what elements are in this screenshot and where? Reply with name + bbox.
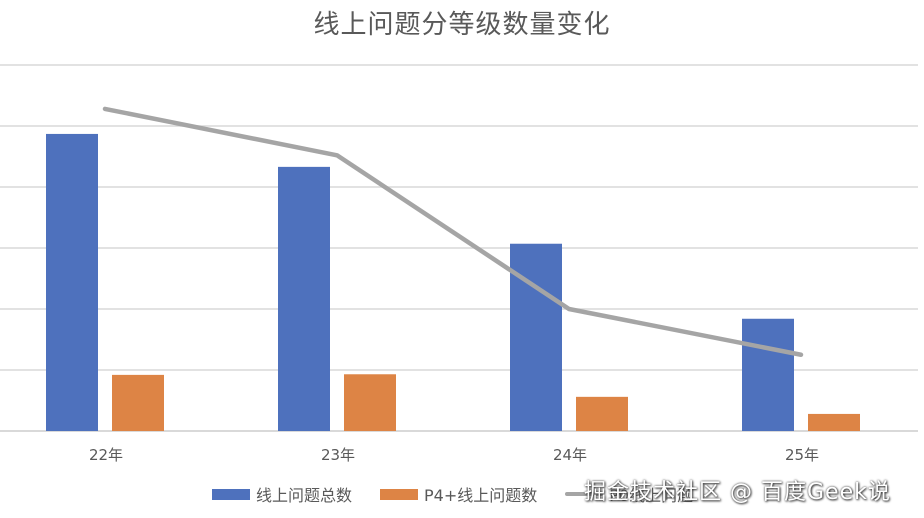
legend-label: P0线上问题: [609, 486, 694, 505]
legend-label: P4+线上问题数: [424, 486, 538, 505]
bar-p4[interactable]: [112, 374, 164, 431]
bar-p4[interactable]: [808, 413, 860, 431]
x-label: 22年: [88, 446, 124, 464]
legend-item-total[interactable]: 线上问题总数: [212, 482, 352, 506]
legend-swatch-orange: [380, 488, 419, 500]
legend-label: 线上问题总数: [256, 486, 353, 505]
chart-title: 线上问题分等级数量变化: [313, 10, 611, 40]
x-label: 23年: [320, 446, 356, 464]
bar-p4[interactable]: [576, 396, 628, 431]
x-label: 25年: [784, 446, 820, 464]
x-label: 24年: [552, 446, 588, 464]
watermark: 掘金技术社区 @ 百度Geek说: [584, 480, 891, 505]
bar-total[interactable]: [510, 243, 562, 431]
bar-total[interactable]: [46, 133, 98, 431]
legend-swatch-gray-line: [565, 492, 604, 496]
legend-item-p0[interactable]: P0线上问题: [565, 482, 693, 506]
legend-item-p4[interactable]: P4+线上问题数: [380, 482, 537, 506]
bar-total[interactable]: [742, 318, 794, 431]
bar-total[interactable]: [278, 166, 330, 431]
legend: 线上问题总数 P4+线上问题数 P0线上问题: [212, 482, 721, 506]
legend-swatch-blue: [212, 488, 250, 500]
p0-line-series: [102, 106, 804, 357]
bars: [46, 133, 860, 431]
p0-line[interactable]: [102, 106, 804, 357]
bar-p4[interactable]: [344, 374, 396, 431]
